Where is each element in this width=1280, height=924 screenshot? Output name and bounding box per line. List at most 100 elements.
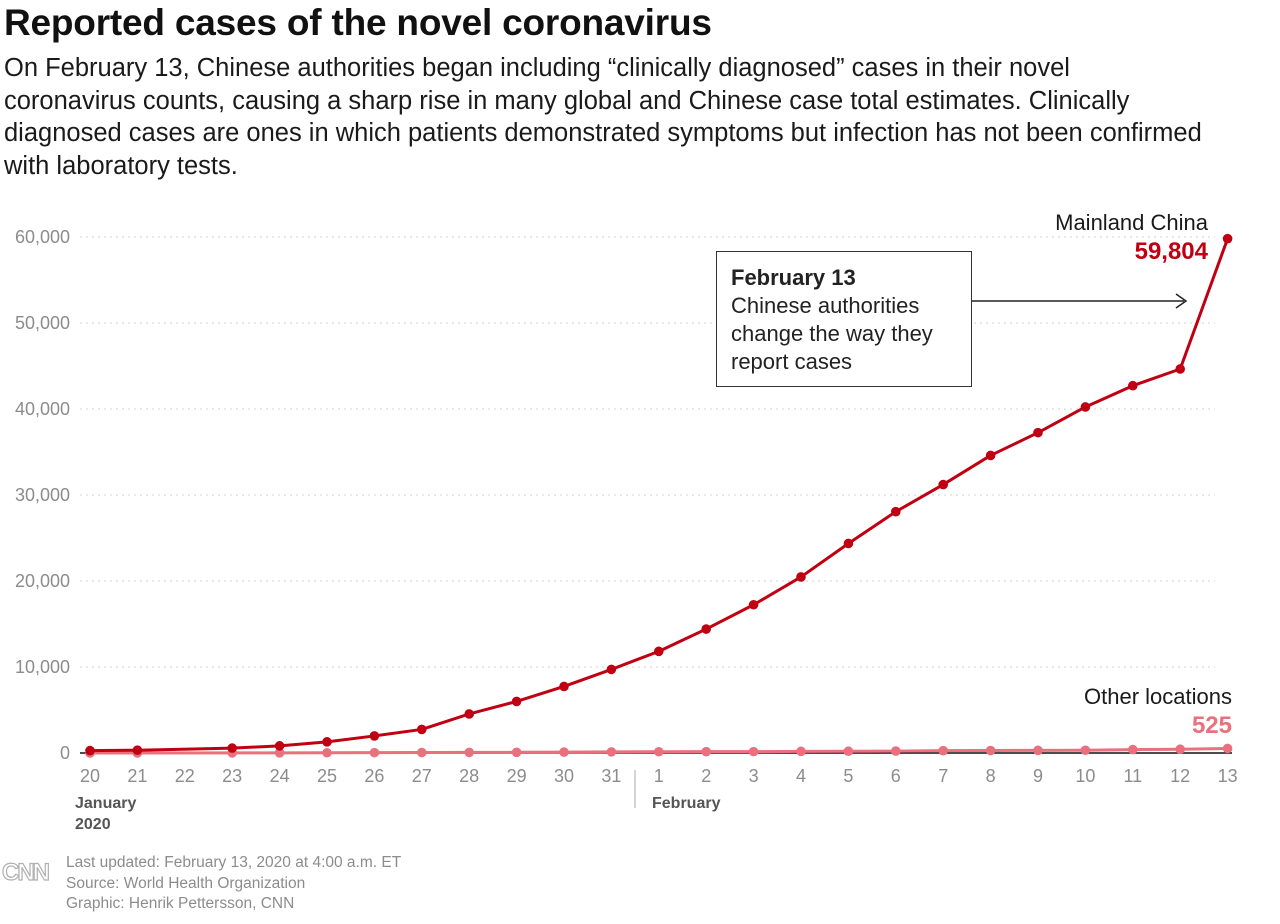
series-lines [85,233,1233,758]
data-point-other [891,746,901,756]
data-point-china [891,506,901,517]
cnn-logo-text: CNN [2,859,49,884]
data-point-china [132,745,143,755]
x-tick-label: 13 [1218,766,1238,786]
data-point-china [1222,233,1233,244]
x-tick-label: 24 [270,766,290,786]
data-point-other [701,746,711,757]
data-point-other [1080,745,1091,756]
x-tick-label: 20 [80,766,100,786]
data-point-china [606,664,617,675]
series-label-other: Other locations [1084,684,1232,709]
x-tick-label: 7 [938,766,948,786]
data-point-china [274,741,285,751]
data-point-china [369,731,380,741]
x-tick-label: 11 [1123,766,1142,786]
chart-subtitle: On February 13, Chinese authorities bega… [4,54,1202,180]
data-point-china [1033,427,1043,438]
data-point-china [1080,402,1091,412]
annotation-heading: February 13 [731,265,856,290]
x-axis: 20 21 22 23 24 25 26 27 28 29 30 31 1 2 3 4 5 6 7 8 9 10 11 12 1… [80,752,1238,786]
x-tick-label: 31 [601,766,621,786]
footer: Last updated: February 13, 2020 at 4:00 … [66,853,401,915]
data-point-other [654,746,664,757]
data-point-other [274,748,285,758]
x-tick-label: 30 [554,766,574,786]
x-tick-label: 1 [654,766,664,786]
y-tick-label: 20,000 [15,571,70,591]
y-tick-label: 10,000 [15,657,70,677]
data-point-other [417,747,427,758]
x-tick-label: 12 [1170,766,1190,786]
data-point-china [938,479,948,490]
data-point-other [464,747,475,758]
y-tick-label: 50,000 [15,313,70,333]
data-point-china [985,450,996,461]
annotation-text: Chinese authorities change the way they … [731,293,933,374]
month-label-year: 2020 [75,816,111,833]
data-point-china [227,743,237,753]
series-label-china: Mainland China [1055,210,1209,235]
footer-updated: Last updated: February 13, 2020 at 4:00 … [66,854,402,871]
y-axis-ticks: 0 10,000 20,000 30,000 40,000 50,000 60,000 [15,227,70,763]
x-tick-label: 29 [507,766,527,786]
x-tick-label: 8 [986,766,996,786]
data-point-china [85,745,95,756]
series-line-china [89,238,1230,753]
chart-title: Reported cases of the novel coronavirus [4,2,712,43]
data-point-china [654,646,664,657]
series-value-china: 59,804 [1135,238,1209,265]
data-point-china [417,724,427,735]
month-label-january: January [75,795,136,812]
x-tick-label: 3 [749,766,759,786]
y-tick-label: 60,000 [15,227,70,247]
x-tick-label: 26 [364,766,384,786]
x-tick-label: 9 [1033,766,1043,786]
annotation-box: February 13 Chinese authorities change t… [716,251,972,387]
data-point-china [322,737,332,747]
data-point-other [938,745,948,756]
data-point-other [369,747,380,758]
y-tick-label: 40,000 [15,399,70,419]
x-tick-label: 25 [317,766,337,786]
x-tick-label: 27 [412,766,432,786]
series-value-other: 525 [1192,712,1232,739]
data-point-other [1128,744,1138,755]
data-point-other [843,746,854,757]
data-point-other [606,747,617,757]
data-point-other [511,747,522,758]
data-point-other [322,747,332,758]
data-point-other [1033,745,1043,756]
data-point-other [559,747,569,757]
data-point-china [1175,364,1185,374]
data-point-china [796,572,806,582]
y-tick-label: 0 [60,743,70,763]
data-point-other [985,745,996,756]
x-tick-label: 4 [796,766,806,786]
data-point-china [701,624,711,634]
data-point-other [796,746,806,757]
x-tick-label: 10 [1075,766,1095,786]
x-tick-label: 21 [127,766,147,786]
y-tick-label: 30,000 [15,485,70,505]
annotation-arrow-head [1175,293,1188,309]
x-tick-label: 5 [843,766,853,786]
data-point-china [559,681,569,692]
cnn-logo: CNN [2,858,51,884]
x-tick-label: 23 [222,766,242,786]
data-point-china [843,538,854,549]
x-tick-label: 2 [701,766,711,786]
x-tick-label: 6 [891,766,901,786]
footer-graphic: Graphic: Henrik Pettersson, CNN [66,895,295,912]
footer-source: Source: World Health Organization [66,874,306,892]
x-tick-label: 28 [459,766,479,786]
series-line-other [89,746,1228,755]
data-point-china [748,599,759,610]
data-point-other [1175,744,1185,755]
month-label-february: February [652,795,721,812]
data-point-china [511,696,522,707]
data-point-china [1128,380,1138,391]
x-tick-label: 22 [175,766,195,786]
data-point-china [464,709,475,719]
